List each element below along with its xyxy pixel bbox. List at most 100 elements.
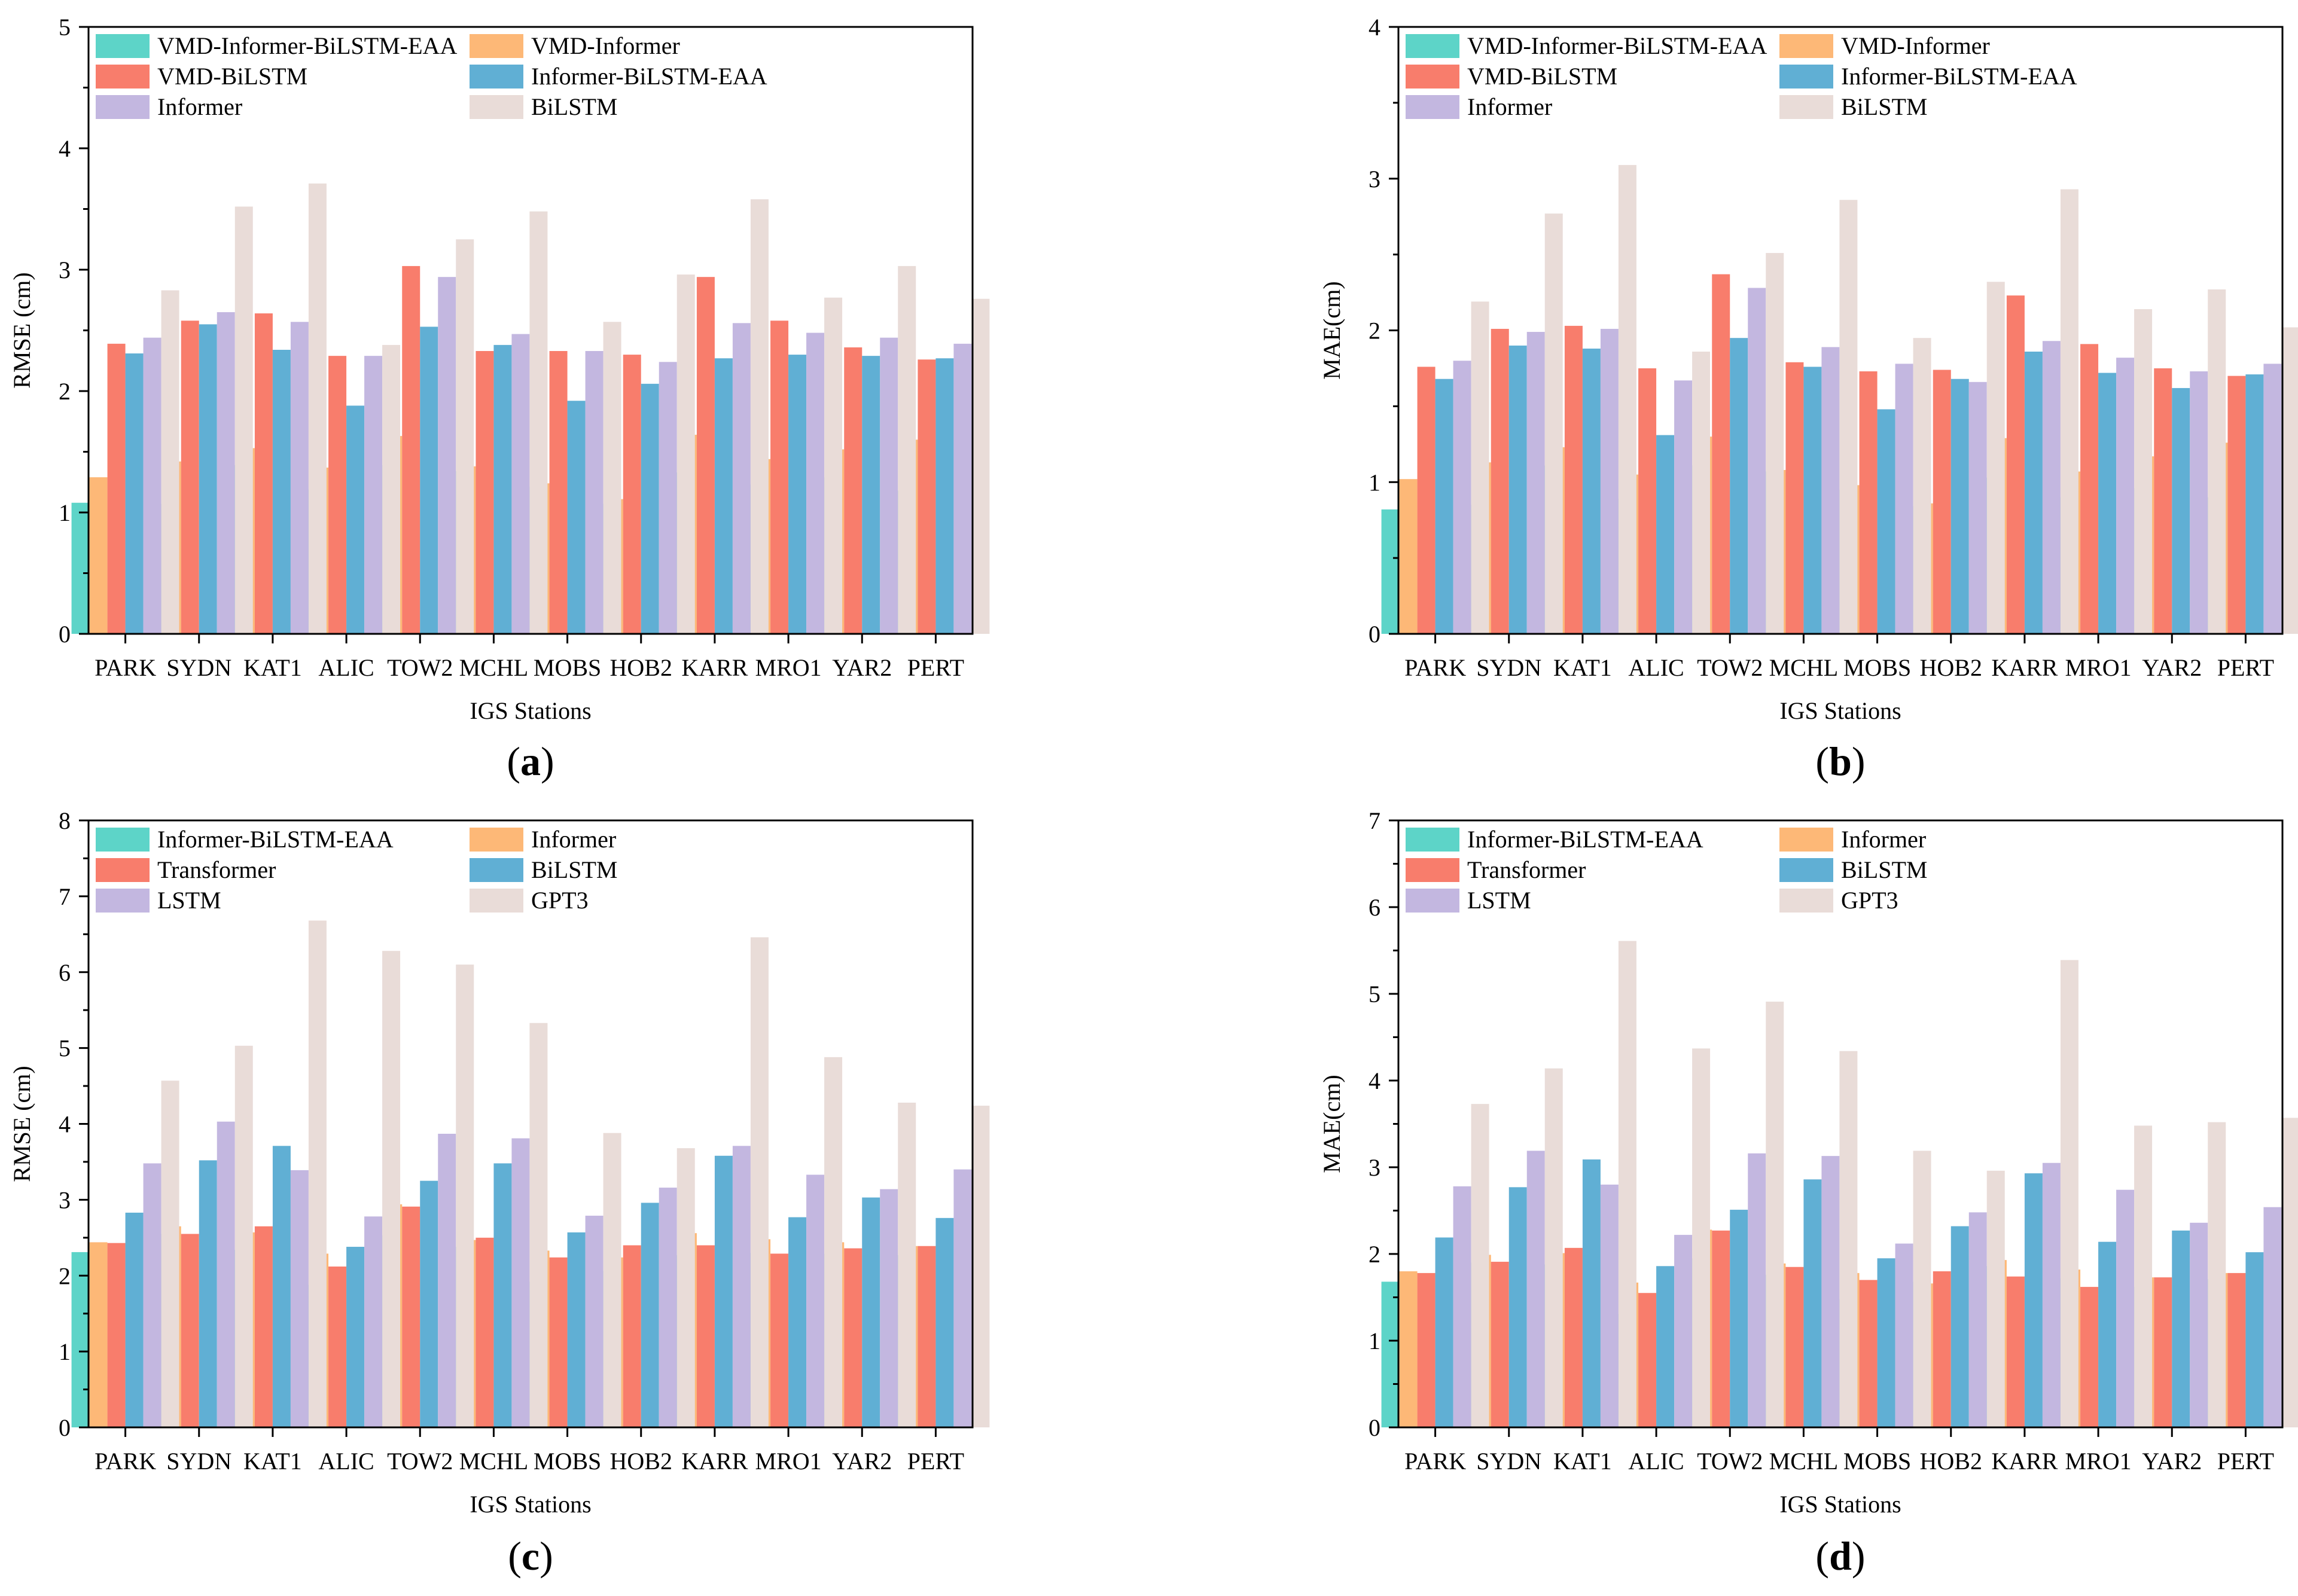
bar-lstm-mro1 xyxy=(2116,1189,2135,1427)
bar-gpt3-tow2 xyxy=(456,965,474,1427)
legend-swatch-transformer xyxy=(96,858,150,882)
bar-transformer-mchl xyxy=(1785,1267,1804,1427)
legend-swatch-informer xyxy=(1779,828,1833,852)
x-tick-label-sydn: SYDN xyxy=(1476,654,1541,681)
bar-bilstm-mchl xyxy=(1839,200,1858,634)
bar-bilstm-alic xyxy=(1692,352,1711,634)
bar-transformer-yar2 xyxy=(844,1248,862,1427)
bar-bilstm-mobs xyxy=(1877,1258,1895,1427)
y-tick-label: 5 xyxy=(1369,981,1380,1008)
legend-label: Transformer xyxy=(157,856,276,883)
legend-label: Informer xyxy=(1467,93,1552,120)
bar-gpt3-karr xyxy=(2060,960,2078,1427)
bar-gpt3-mobs xyxy=(1913,1151,1931,1427)
legend-swatch-vmd-bilstm xyxy=(96,65,150,89)
bar-bilstm-sydn xyxy=(199,1160,217,1427)
legend-label: VMD-Informer xyxy=(1841,32,1990,59)
legend-label: Informer xyxy=(157,93,242,120)
legend-label: VMD-Informer xyxy=(531,32,680,59)
bar-vmd-bilstm-park xyxy=(1417,367,1436,634)
y-tick-label: 3 xyxy=(1369,1154,1380,1181)
y-axis-title: RMSE (cm) xyxy=(8,1066,35,1182)
x-tick-label-alic: ALIC xyxy=(1628,1448,1684,1475)
bar-informer-sydn xyxy=(217,312,235,634)
bar-lstm-kat1 xyxy=(290,1170,309,1427)
legend-label: Informer-BiLSTM-EAA xyxy=(157,826,394,853)
bar-informer-bilstm-eaa-park xyxy=(125,353,144,634)
bar-informer-mchl xyxy=(1821,347,1840,634)
bar-transformer-kat1 xyxy=(1564,1247,1583,1427)
x-axis-title: IGS Stations xyxy=(1779,697,1901,724)
bar-bilstm-sydn xyxy=(1544,213,1563,634)
x-axis-title: IGS Stations xyxy=(470,697,591,724)
bar-informer-karr xyxy=(732,323,751,634)
bar-informer-tow2 xyxy=(1748,288,1766,634)
panel-label-open-paren: ( xyxy=(507,739,520,784)
bar-bilstm-karr xyxy=(2060,189,2078,634)
y-tick-label: 4 xyxy=(59,135,71,162)
x-tick-label-mro1: MRO1 xyxy=(755,654,822,681)
legend-swatch-gpt3 xyxy=(470,889,523,913)
bar-lstm-mchl xyxy=(511,1138,530,1427)
bar-gpt3-yar2 xyxy=(898,1102,916,1427)
legend-swatch-informer-bilstm-eaa xyxy=(470,65,523,89)
bar-vmd-bilstm-mobs xyxy=(549,351,568,634)
bar-lstm-park xyxy=(1453,1186,1471,1427)
x-tick-label-hob2: HOB2 xyxy=(610,654,672,681)
x-tick-label-hob2: HOB2 xyxy=(610,1448,672,1475)
bar-bilstm-mobs xyxy=(603,322,621,634)
bar-lstm-karr xyxy=(732,1146,751,1427)
bar-transformer-sydn xyxy=(1491,1262,1509,1427)
bar-informer-hob2 xyxy=(1968,382,1987,634)
bar-vmd-bilstm-kat1 xyxy=(254,313,273,634)
y-tick-label: 2 xyxy=(59,1262,71,1289)
bar-vmd-informer-bilstm-eaa-park xyxy=(1381,509,1400,634)
x-tick-label-alic: ALIC xyxy=(1628,654,1684,681)
legend-label: BiLSTM xyxy=(531,93,617,120)
legend-label: Informer xyxy=(531,826,616,853)
chart-panel-b: 0 1 2 3 4 PARK SYDN KAT1 ALIC TOW2 MCHL MOBS HOB2 KAR… xyxy=(1318,14,2298,784)
legend-swatch-vmd-informer-bilstm-eaa xyxy=(96,34,150,58)
bar-transformer-karr xyxy=(2006,1276,2025,1427)
bar-informer-sydn xyxy=(1526,332,1545,634)
bar-lstm-mobs xyxy=(585,1216,604,1427)
x-tick-label-hob2: HOB2 xyxy=(1920,1448,1982,1475)
legend-swatch-informer xyxy=(96,95,150,119)
bar-gpt3-mchl xyxy=(1839,1051,1858,1427)
bar-lstm-karr xyxy=(2042,1162,2061,1427)
x-tick-label-mchl: MCHL xyxy=(1769,654,1839,681)
panel-label-open-paren: ( xyxy=(1815,1533,1829,1579)
bar-informer-pert xyxy=(953,343,972,634)
panel-label-close-paren: ) xyxy=(540,1533,553,1579)
bar-informer-bilstm-eaa-tow2 xyxy=(420,326,438,634)
legend-swatch-bilstm xyxy=(1779,858,1833,882)
bar-gpt3-pert xyxy=(971,1106,990,1427)
legend-swatch-informer xyxy=(1406,95,1459,119)
legend-label: VMD-Informer-BiLSTM-EAA xyxy=(157,32,457,59)
panel-label-close-paren: ) xyxy=(1852,1533,1866,1579)
x-tick-label-yar2: YAR2 xyxy=(2142,1448,2202,1475)
bar-lstm-kat1 xyxy=(1600,1185,1619,1427)
bar-bilstm-tow2 xyxy=(1766,253,1784,634)
bar-gpt3-hob2 xyxy=(676,1148,695,1427)
bar-bilstm-karr xyxy=(714,1155,733,1427)
bar-transformer-alic xyxy=(328,1267,347,1427)
bar-transformer-park xyxy=(107,1243,126,1427)
legend-label: BiLSTM xyxy=(1841,856,1927,883)
x-tick-label-mobs: MOBS xyxy=(534,1448,601,1475)
y-tick-label: 0 xyxy=(1369,621,1380,648)
legend-swatch-vmd-informer xyxy=(470,34,523,58)
bar-lstm-yar2 xyxy=(2190,1222,2208,1427)
y-axis-title: MAE(cm) xyxy=(1318,281,1345,379)
y-tick-label: 3 xyxy=(59,257,71,283)
y-tick-label: 4 xyxy=(1369,1067,1380,1094)
bar-bilstm-mobs xyxy=(567,1232,586,1427)
x-tick-label-karr: KARR xyxy=(1991,654,2058,681)
bar-bilstm-yar2 xyxy=(898,266,916,634)
bar-gpt3-mobs xyxy=(603,1133,621,1427)
bar-informer-alic xyxy=(1674,380,1693,634)
y-tick-label: 6 xyxy=(59,959,71,986)
bar-gpt3-yar2 xyxy=(2208,1122,2226,1427)
bar-bilstm-tow2 xyxy=(456,239,474,634)
bar-informer-park xyxy=(89,1242,108,1427)
